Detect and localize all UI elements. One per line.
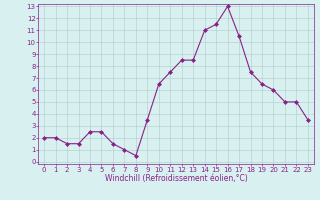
- X-axis label: Windchill (Refroidissement éolien,°C): Windchill (Refroidissement éolien,°C): [105, 174, 247, 183]
